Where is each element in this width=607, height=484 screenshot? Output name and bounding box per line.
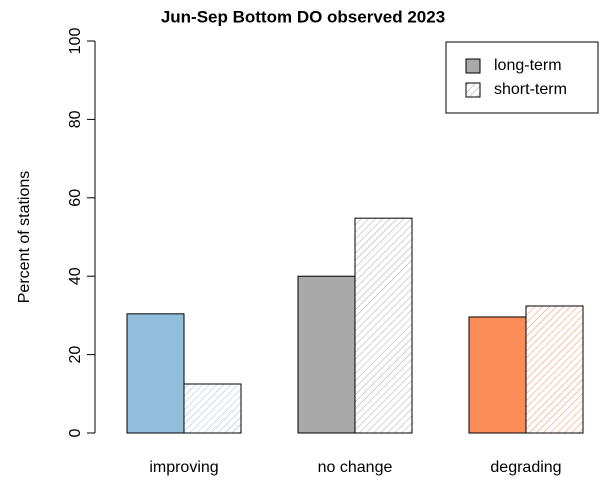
x-tick-label: improving — [149, 459, 218, 476]
bar — [525, 305, 584, 434]
bar — [468, 316, 527, 434]
bar — [183, 383, 242, 434]
legend-swatch — [465, 82, 481, 98]
y-axis-label: Percent of stations — [16, 171, 33, 304]
y-tick-label: 60 — [67, 189, 84, 207]
y-tick-label: 0 — [67, 428, 84, 437]
x-tick-label: degrading — [490, 459, 561, 476]
y-tick-label: 100 — [67, 28, 84, 55]
bar — [297, 275, 356, 434]
y-tick-label: 40 — [67, 267, 84, 285]
y-tick-label: 20 — [67, 346, 84, 364]
y-tick-label: 80 — [67, 110, 84, 128]
bar — [126, 313, 185, 434]
legend-label: long-term — [494, 57, 562, 74]
bar — [354, 217, 413, 434]
legend-box — [445, 41, 599, 114]
legend-swatch — [465, 58, 481, 74]
legend-label: short-term — [494, 81, 567, 98]
x-tick-label: no change — [318, 459, 393, 476]
chart-title: Jun-Sep Bottom DO observed 2023 — [161, 7, 445, 26]
